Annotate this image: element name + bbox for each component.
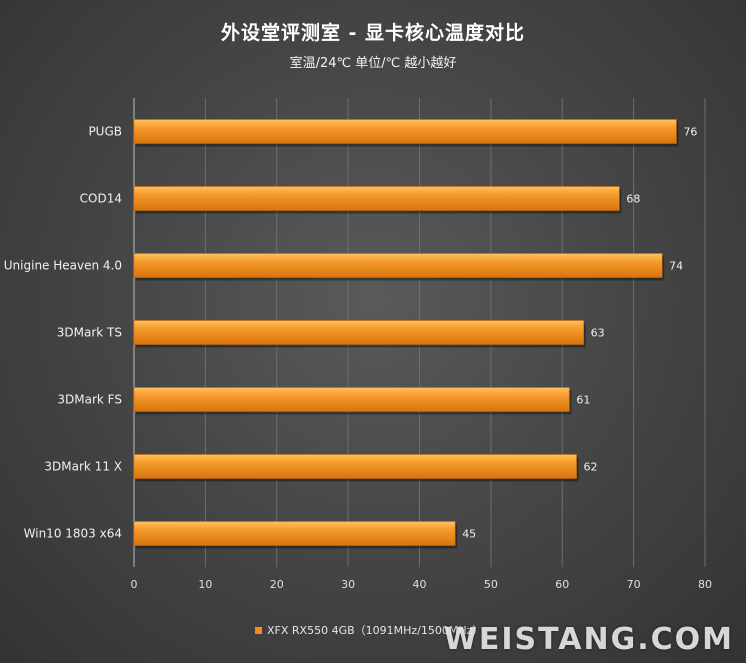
- x-tick-label: 30: [341, 578, 355, 591]
- x-tick-label: 80: [698, 578, 712, 591]
- y-category-label: 3DMark 11 X: [44, 460, 122, 474]
- x-tick-label: 50: [484, 578, 498, 591]
- y-category-label: COD14: [80, 192, 122, 206]
- x-tick-label: 40: [413, 578, 427, 591]
- y-category-label: Win10 1803 x64: [24, 527, 122, 541]
- legend-label: XFX RX550 4GB（1091MHz/1500MHz）: [267, 624, 484, 637]
- bar-layer: [133, 119, 679, 549]
- bar: [133, 454, 577, 479]
- chart-legend: XFX RX550 4GB（1091MHz/1500MHz）: [255, 622, 483, 638]
- bar: [133, 521, 456, 546]
- legend-swatch: [255, 626, 262, 634]
- y-category-label: PUGB: [88, 125, 122, 139]
- data-label: 61: [576, 394, 590, 407]
- data-label: 74: [669, 260, 683, 273]
- y-category-label: 3DMark TS: [57, 326, 122, 340]
- x-tick-label: 0: [131, 578, 138, 591]
- bar: [133, 387, 570, 412]
- y-category-label: Unigine Heaven 4.0: [4, 259, 122, 273]
- data-label: 68: [626, 193, 640, 206]
- bar: [133, 119, 677, 144]
- data-label: 45: [462, 528, 476, 541]
- bar: [133, 320, 584, 345]
- bar: [133, 253, 663, 278]
- chart-subtitle: 室温/24℃ 单位/℃ 越小越好: [289, 56, 457, 71]
- data-label: 62: [584, 461, 598, 474]
- x-tick-label: 60: [555, 578, 569, 591]
- data-label: 63: [591, 327, 605, 340]
- x-tick-label: 20: [270, 578, 284, 591]
- chart-title: 外设堂评测室 - 显卡核心温度对比: [220, 22, 526, 44]
- x-tick-label: 10: [198, 578, 212, 591]
- label-layer: 0 10 20 30 40 50 60 70 80 PUGB 76 COD14 68 Unigine He…: [4, 125, 712, 592]
- y-category-label: 3DMark FS: [57, 393, 122, 407]
- x-tick-label: 70: [627, 578, 641, 591]
- watermark-logo: WEISTANG.COM: [443, 622, 734, 657]
- data-label: 76: [683, 126, 697, 139]
- bar: [133, 186, 620, 211]
